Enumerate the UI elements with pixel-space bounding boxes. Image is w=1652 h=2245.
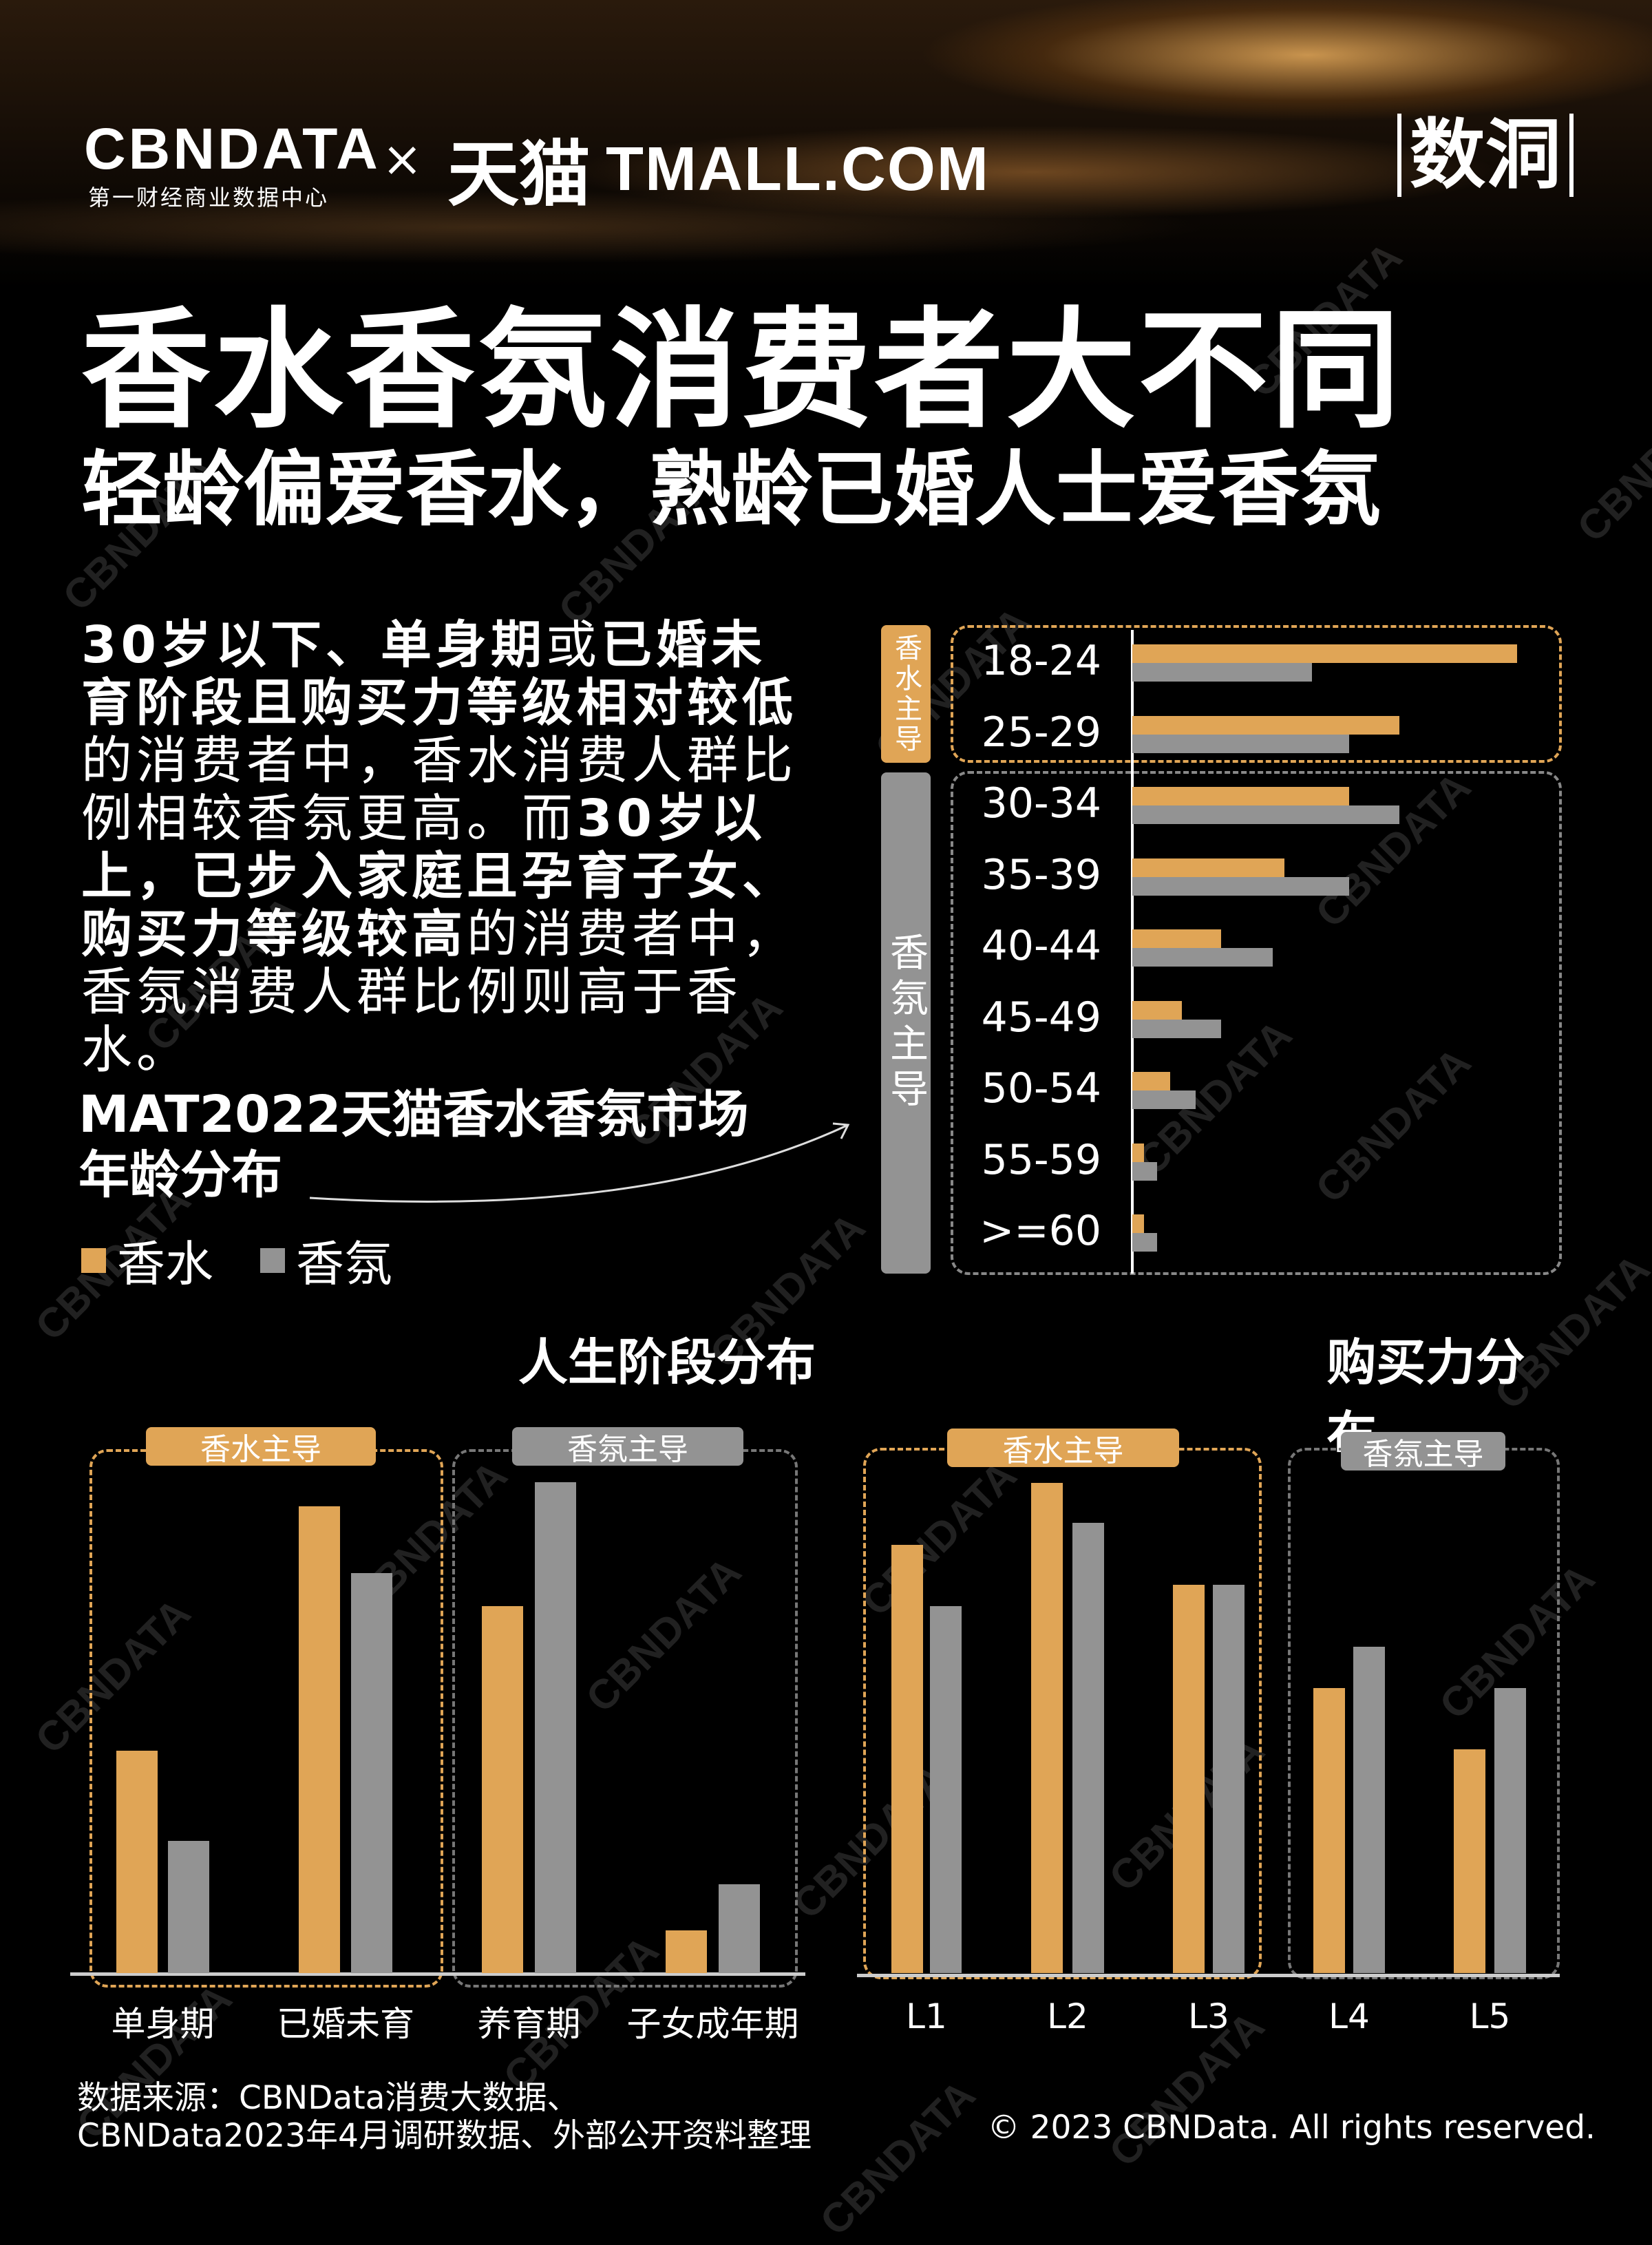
- perfume-led-box: [951, 625, 1562, 763]
- bar-fragrance: [1213, 1585, 1245, 1973]
- bar-perfume: [482, 1606, 523, 1973]
- bar-perfume: [1173, 1585, 1205, 1973]
- category-label: 已婚未育: [277, 2004, 414, 2044]
- arrow-curve: [309, 1122, 850, 1203]
- bar-perfume: [1132, 644, 1517, 663]
- age-label: 30-34: [981, 779, 1101, 828]
- bar-perfume: [116, 1751, 158, 1973]
- bar-fragrance: [1132, 1161, 1158, 1181]
- bar-fragrance: [1132, 1090, 1196, 1109]
- legend-swatch: [260, 1247, 285, 1273]
- bar-fragrance: [1132, 948, 1273, 967]
- highlight-text: 已婚未育阶段且购买力等级相对较低: [81, 615, 797, 732]
- bar-perfume: [1132, 1143, 1144, 1162]
- watermark: CBNDATA: [1100, 2003, 1273, 2175]
- gold-swirl-background: [0, 0, 1652, 289]
- fragrance-led-box: [951, 771, 1562, 1275]
- bar-perfume: [1132, 1072, 1171, 1090]
- life-group-label-fragrance: 香氛主导: [512, 1427, 743, 1467]
- category-label: L1: [906, 1996, 947, 2036]
- category-label: L2: [1047, 1996, 1088, 2036]
- legend-perfume: 香水: [81, 1225, 213, 1295]
- life-stage-title: 人生阶段分布: [518, 1334, 816, 1391]
- category-label: 子女成年期: [626, 2004, 799, 2044]
- bar-fragrance: [719, 1884, 760, 1973]
- bar-perfume: [666, 1930, 707, 1973]
- category-label: L3: [1188, 1996, 1229, 2036]
- bar-perfume: [1031, 1483, 1063, 1973]
- page-title: 香水香氛消费者大不同: [81, 295, 1403, 446]
- bar-fragrance: [1132, 734, 1349, 753]
- purchase-baseline: [857, 1974, 1560, 1977]
- age-chart-title: MAT2022天猫香水香氛市场年龄分布: [78, 1085, 749, 1205]
- bar-fragrance: [535, 1482, 576, 1973]
- bar-fragrance: [930, 1605, 962, 1973]
- watermark: CBNDATA: [811, 2072, 984, 2244]
- source-line-2: CBNData2023年4月调研数据、外部公开资料整理: [77, 2117, 812, 2155]
- shudong-logo: 数洞: [1397, 114, 1574, 197]
- bar-fragrance: [1132, 805, 1399, 824]
- highlight-text: 30岁以下、单身期: [81, 615, 546, 675]
- legend-label: 香水: [117, 1236, 213, 1292]
- age-label: >=60: [979, 1207, 1101, 1255]
- bar-perfume: [1132, 1214, 1144, 1233]
- bar-perfume: [891, 1544, 923, 1973]
- bar-fragrance: [1132, 876, 1349, 896]
- tmall-logo-en: TMALL.COM: [606, 135, 990, 204]
- bar-fragrance: [1132, 1233, 1158, 1252]
- bar-fragrance: [351, 1572, 392, 1973]
- bar-perfume: [299, 1506, 340, 1973]
- bar-perfume: [1132, 787, 1349, 805]
- bar-perfume: [1132, 929, 1222, 948]
- body-text: 的消费者中，香水消费人群比例相较香氛更高。而: [81, 731, 797, 848]
- times-symbol: ×: [382, 131, 423, 187]
- age-label: 25-29: [981, 708, 1101, 757]
- age-label: 18-24: [981, 637, 1101, 685]
- bar-perfume: [1132, 1000, 1183, 1020]
- legend-label: 香氛: [296, 1236, 392, 1292]
- age-label: 35-39: [981, 850, 1101, 899]
- page-subtitle: 轻龄偏爱香水，熟龄已婚人士爱香氛: [81, 442, 1381, 537]
- purchase-group-label-perfume: 香水主导: [947, 1429, 1179, 1468]
- bar-perfume: [1313, 1688, 1345, 1973]
- category-label: 养育期: [477, 2004, 581, 2044]
- bar-fragrance: [1072, 1523, 1104, 1973]
- age-label: 55-59: [981, 1135, 1101, 1184]
- cbndata-logo: CBNDATA: [84, 116, 381, 181]
- bar-fragrance: [1353, 1646, 1385, 1973]
- category-label: 单身期: [111, 2004, 215, 2044]
- group-label-perfume-led: 香水主导: [881, 625, 931, 763]
- category-label: L4: [1328, 1996, 1370, 2036]
- highlight-text: 30岁以上，已步入家庭且孕育子女、购买力等级较高: [81, 789, 797, 964]
- bar-fragrance: [1132, 1019, 1222, 1038]
- group-label-fragrance-led: 香氛主导: [881, 772, 931, 1274]
- category-label: L5: [1469, 1996, 1511, 2036]
- copyright: © 2023 CBNData. All rights reserved.: [987, 2109, 1596, 2147]
- legend-swatch: [81, 1247, 106, 1273]
- body-text: 或: [545, 615, 601, 675]
- age-label: 40-44: [981, 922, 1101, 970]
- source-line-1: 数据来源：CBNData消费大数据、: [77, 2079, 580, 2117]
- legend-fragrance: 香氛: [260, 1225, 392, 1295]
- purchase-group-label-fragrance: 香氛主导: [1341, 1432, 1505, 1472]
- description-paragraph: 30岁以下、单身期或已婚未育阶段且购买力等级相对较低的消费者中，香水消费人群比例…: [81, 616, 811, 1079]
- age-label: 45-49: [981, 993, 1101, 1042]
- bar-perfume: [1454, 1749, 1485, 1973]
- life-baseline: [70, 1972, 805, 1976]
- bar-perfume: [1132, 858, 1284, 877]
- watermark: CBNDATA: [1568, 378, 1652, 551]
- bar-fragrance: [168, 1840, 209, 1973]
- tmall-logo: 天猫: [447, 132, 591, 216]
- body-text: 的消费者中，香氛消费人群比例则高于香水。: [81, 905, 797, 1079]
- bar-perfume: [1132, 715, 1399, 735]
- life-group-label-perfume: 香水主导: [146, 1427, 376, 1467]
- cbndata-logo-subtitle: 第一财经商业数据中心: [88, 185, 330, 211]
- age-label: 50-54: [981, 1064, 1101, 1113]
- bar-fragrance: [1132, 663, 1313, 682]
- bar-fragrance: [1494, 1688, 1526, 1973]
